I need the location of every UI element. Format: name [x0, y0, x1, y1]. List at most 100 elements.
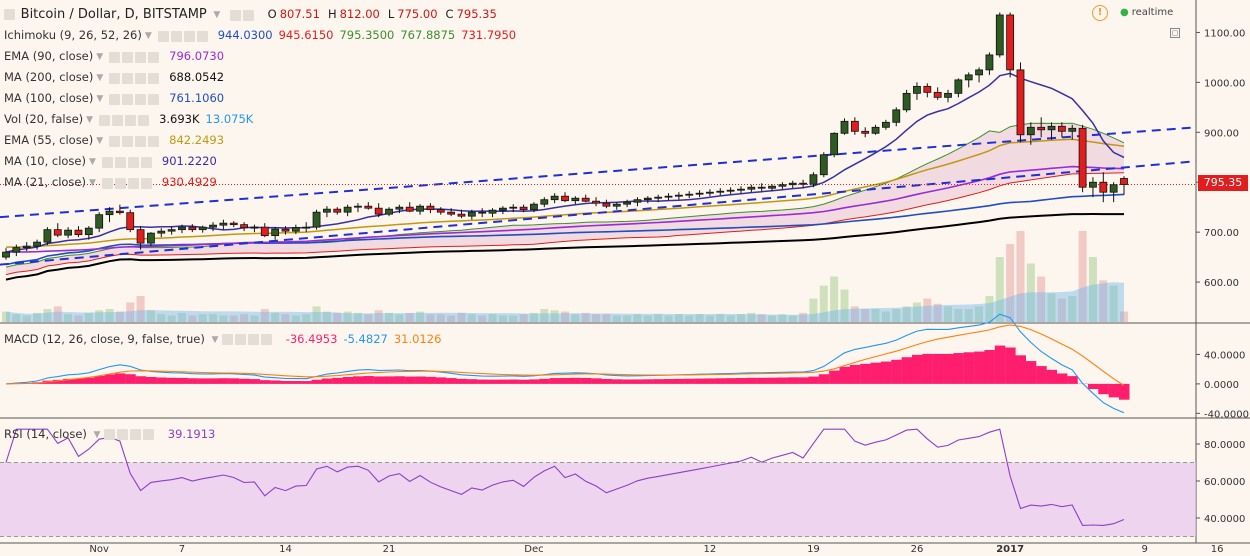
indicator-values: 930.4929: [162, 174, 223, 190]
indicator-row-ma10: MA (10, close) ▼ 901.2220: [4, 153, 223, 169]
candle: [757, 183, 766, 192]
candle: [643, 196, 652, 204]
eye-icon[interactable]: [109, 135, 121, 147]
candle: [964, 72, 973, 88]
volume-bar: [43, 309, 52, 322]
indicator-controls[interactable]: [101, 175, 154, 191]
chevron-down-icon[interactable]: ▼: [88, 156, 96, 167]
candle: [105, 207, 114, 223]
chevron-down-icon[interactable]: ▼: [86, 114, 94, 125]
indicator-controls[interactable]: [109, 133, 161, 149]
indicator-controls[interactable]: [109, 49, 161, 65]
add-icon[interactable]: [135, 51, 147, 63]
chevron-down-icon[interactable]: ▼: [144, 30, 152, 41]
add-icon[interactable]: [130, 429, 142, 440]
volume-bar: [592, 314, 601, 322]
close-icon[interactable]: [148, 51, 160, 63]
chevron-down-icon[interactable]: ▼: [96, 93, 104, 104]
add-icon[interactable]: [125, 114, 137, 126]
gear-icon[interactable]: [117, 429, 129, 440]
volume-bar: [291, 315, 300, 322]
add-icon[interactable]: [135, 135, 147, 147]
candle: [716, 188, 725, 196]
candle-body: [892, 109, 901, 123]
gear-icon[interactable]: [114, 177, 126, 189]
volume-bar: [519, 314, 528, 322]
macd-controls[interactable]: [222, 332, 274, 346]
time-tick-label: 2017: [996, 544, 1024, 555]
eye-icon[interactable]: [101, 156, 113, 168]
indicator-controls[interactable]: [109, 70, 161, 86]
chevron-down-icon[interactable]: ▼: [96, 135, 104, 146]
candle-body: [84, 227, 93, 236]
chevron-down-icon[interactable]: ▼: [213, 9, 221, 20]
close-icon[interactable]: [148, 93, 160, 105]
chevron-down-icon[interactable]: ▼: [88, 177, 96, 188]
indicator-controls[interactable]: [109, 91, 161, 107]
chevron-down-icon[interactable]: ▼: [96, 72, 104, 83]
indicator-value: -5.4827: [343, 332, 388, 346]
macd-hist-bar: [1015, 355, 1026, 384]
eye-icon[interactable]: [109, 93, 121, 105]
eye-icon[interactable]: [104, 429, 116, 440]
add-icon[interactable]: [127, 177, 139, 189]
eye-icon[interactable]: [157, 30, 169, 42]
gear-icon[interactable]: [112, 114, 124, 126]
eye-icon[interactable]: [109, 72, 121, 84]
macd-hist-bar: [849, 364, 861, 384]
chevron-down-icon[interactable]: ▼: [93, 429, 101, 440]
close-icon[interactable]: [143, 429, 155, 440]
candle-body: [509, 206, 518, 209]
gear-icon[interactable]: [114, 156, 126, 168]
volume-ma-area: [6, 282, 1124, 322]
close-icon[interactable]: [148, 135, 160, 147]
chevron-down-icon[interactable]: ▼: [96, 51, 104, 62]
candle: [571, 196, 580, 205]
eye-icon[interactable]: [101, 177, 113, 189]
candle: [519, 204, 528, 213]
close-icon[interactable]: [196, 30, 208, 42]
time-tick-label: 26: [911, 544, 924, 555]
indicator-controls[interactable]: [99, 112, 151, 128]
candle: [374, 203, 383, 218]
candle: [509, 204, 518, 213]
rsi-controls[interactable]: [104, 427, 156, 441]
close-icon[interactable]: [140, 177, 152, 189]
gear-icon[interactable]: [242, 9, 254, 21]
gear-icon[interactable]: [235, 334, 247, 345]
gear-icon[interactable]: [122, 51, 134, 63]
collapse-icon[interactable]: [4, 9, 15, 20]
warning-icon[interactable]: !: [1092, 5, 1108, 21]
eye-icon[interactable]: [99, 114, 111, 126]
eye-icon[interactable]: [109, 51, 121, 63]
close-icon[interactable]: [140, 156, 152, 168]
gear-icon[interactable]: [122, 135, 134, 147]
add-icon[interactable]: [183, 30, 195, 42]
close-icon[interactable]: [261, 334, 273, 345]
candle-body: [426, 205, 435, 211]
indicator-controls[interactable]: [101, 154, 154, 170]
volume-bar: [881, 311, 890, 322]
eye-icon[interactable]: [222, 334, 234, 345]
eye-icon[interactable]: [229, 9, 241, 21]
close-icon[interactable]: [148, 72, 160, 84]
gear-icon[interactable]: [170, 30, 182, 42]
close-icon[interactable]: [138, 114, 150, 126]
candle: [819, 152, 828, 178]
price-tick-label: 700.00: [1204, 228, 1239, 239]
add-icon[interactable]: [135, 72, 147, 84]
macd-hist-bar: [932, 353, 944, 384]
candle-body: [685, 193, 694, 196]
add-icon[interactable]: [135, 93, 147, 105]
symbol-controls[interactable]: [229, 7, 256, 23]
indicator-controls[interactable]: [157, 28, 210, 44]
add-icon[interactable]: [248, 334, 260, 345]
candle-body: [633, 199, 642, 203]
scale-mode-icon[interactable]: ▢: [1170, 28, 1180, 38]
chevron-down-icon[interactable]: ▼: [211, 334, 219, 345]
macd-hist-bar: [114, 373, 126, 384]
gear-icon[interactable]: [122, 72, 134, 84]
add-icon[interactable]: [127, 156, 139, 168]
gear-icon[interactable]: [122, 93, 134, 105]
